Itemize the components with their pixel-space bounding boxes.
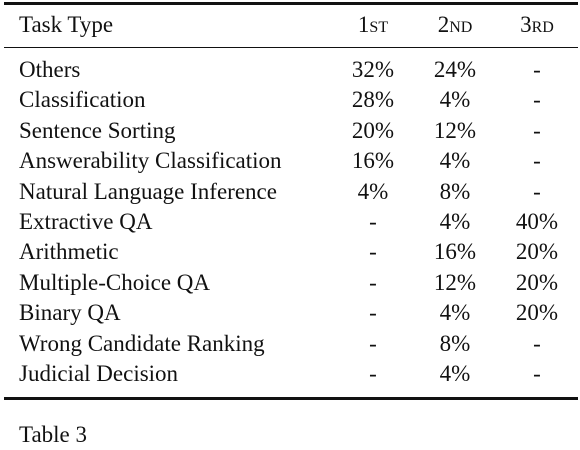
table-header-row: Task Type 1st 2nd 3rd	[0, 8, 580, 42]
task-type-cell: Classification	[19, 87, 146, 113]
table-row: Wrong Candidate Ranking - 8% -	[0, 329, 580, 359]
header-task-type: Task Type	[19, 12, 114, 37]
task-type-cell: Judicial Decision	[19, 360, 179, 386]
task-type-cell: Arithmetic	[19, 239, 119, 265]
rank-1st-cell: 28%	[351, 87, 395, 113]
header-3rd: 3rd	[520, 12, 554, 37]
rank-2nd-cell: 4%	[439, 360, 471, 386]
rank-1st-cell: -	[369, 360, 377, 386]
rank-2nd-cell: 24%	[433, 57, 477, 82]
rank-3rd-cell: -	[533, 360, 541, 386]
rank-1st-cell: -	[369, 239, 377, 265]
task-type-cell: Binary QA	[19, 300, 121, 326]
task-type-cell: Multiple-Choice QA	[19, 269, 210, 295]
table-header-rule	[4, 47, 578, 49]
rank-2nd-cell: 16%	[433, 239, 477, 265]
rank-3rd-cell: -	[533, 87, 541, 113]
table-row: Judicial Decision - 4% -	[0, 359, 580, 389]
rank-3rd-cell: 20%	[515, 269, 559, 295]
task-type-cell: Others	[19, 57, 81, 82]
rank-1st-cell: 4%	[357, 178, 389, 204]
table-row: Multiple-Choice QA - 12% 20%	[0, 268, 580, 298]
table-row: Extractive QA - 4% 40%	[0, 207, 580, 237]
rank-1st-cell: -	[369, 330, 377, 356]
rank-3rd-cell: -	[533, 148, 541, 174]
rank-1st-cell: 20%	[351, 117, 395, 143]
rank-2nd-cell: 12%	[433, 269, 477, 295]
table-body: Others 32% 24% - Classification 28% 4% -…	[0, 55, 580, 389]
table-row: Classification 28% 4% -	[0, 85, 580, 115]
task-type-cell: Natural Language Inference	[19, 178, 277, 204]
table-bottom-rule	[4, 397, 578, 400]
rank-2nd-cell: 8%	[439, 178, 471, 204]
rank-3rd-cell: 40%	[515, 208, 559, 234]
rank-3rd-cell: -	[533, 330, 541, 356]
task-type-cell: Sentence Sorting	[19, 117, 176, 143]
rank-1st-cell: 16%	[351, 148, 395, 174]
task-type-cell: Answerability Classification	[19, 148, 282, 174]
rank-2nd-cell: 12%	[433, 117, 477, 143]
rank-3rd-cell: -	[533, 178, 541, 204]
header-1st: 1st	[357, 12, 389, 37]
rank-2nd-cell: 4%	[439, 87, 471, 113]
table-row: Natural Language Inference 4% 8% -	[0, 177, 580, 207]
rank-2nd-cell: 4%	[439, 300, 471, 326]
rank-2nd-cell: 4%	[439, 208, 471, 234]
table-row: Sentence Sorting 20% 12% -	[0, 116, 580, 146]
table-row: Binary QA - 4% 20%	[0, 298, 580, 328]
rank-3rd-cell: -	[533, 117, 541, 143]
task-type-cell: Wrong Candidate Ranking	[19, 330, 265, 356]
table-row: Others 32% 24% -	[0, 55, 580, 85]
rank-2nd-cell: 8%	[439, 330, 471, 356]
table-row: Arithmetic - 16% 20%	[0, 237, 580, 267]
header-2nd: 2nd	[437, 12, 473, 37]
rank-3rd-cell: -	[533, 57, 541, 82]
table-top-rule	[4, 2, 578, 5]
rank-1st-cell: -	[369, 208, 377, 234]
rank-1st-cell: -	[369, 300, 377, 326]
rank-1st-cell: -	[369, 269, 377, 295]
rank-1st-cell: 32%	[351, 57, 395, 82]
table-caption: Table 3	[19, 422, 88, 447]
rank-3rd-cell: 20%	[515, 239, 559, 265]
rank-3rd-cell: 20%	[515, 300, 559, 326]
rank-2nd-cell: 4%	[439, 148, 471, 174]
table-row: Answerability Classification 16% 4% -	[0, 146, 580, 176]
task-type-cell: Extractive QA	[19, 208, 153, 234]
